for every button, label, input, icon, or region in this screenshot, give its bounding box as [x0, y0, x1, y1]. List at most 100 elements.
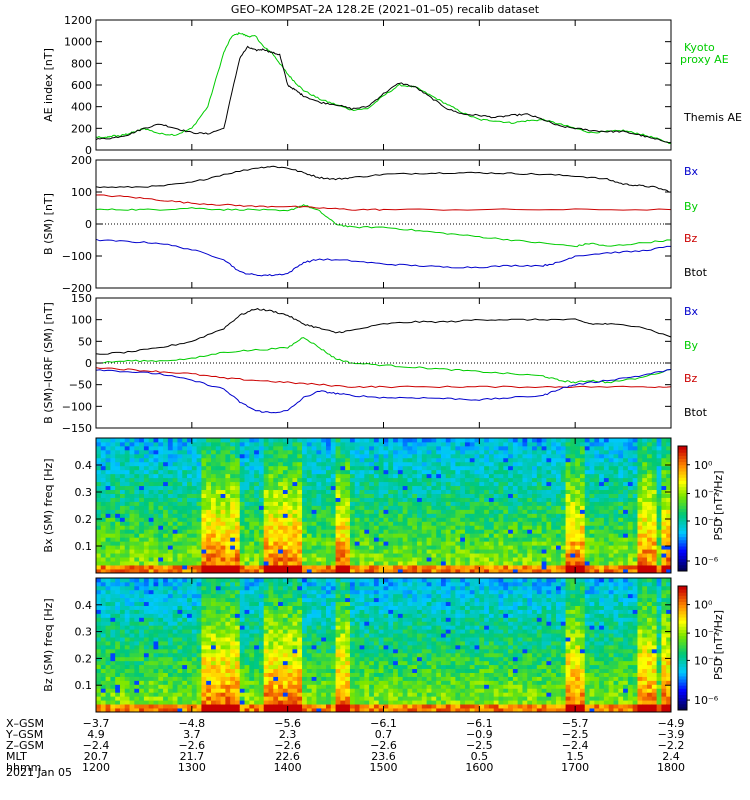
spectrogram-cell	[445, 445, 451, 451]
spectrogram-cell	[292, 445, 298, 451]
spectrogram-cell	[196, 477, 202, 483]
spectrogram-cell	[158, 501, 164, 506]
spectrogram-cell	[441, 533, 447, 538]
spectrogram-cell	[134, 680, 140, 685]
spectrogram-cell	[302, 533, 308, 538]
spectrogram-cell	[417, 477, 423, 483]
spectrogram-cell	[100, 704, 106, 709]
spectrogram-cell	[177, 461, 183, 467]
spectrogram-cell	[105, 541, 111, 546]
spectrogram-cell	[297, 529, 303, 534]
spectrogram-cell	[172, 497, 178, 502]
spectrogram-cell	[206, 517, 212, 522]
spectrogram-cell	[335, 441, 341, 447]
spectrogram-cell	[378, 485, 384, 491]
spectrogram-cell	[599, 537, 605, 542]
spectrogram-cell	[177, 513, 183, 518]
spectrogram-cell	[469, 529, 475, 534]
spectrogram-cell	[383, 441, 389, 447]
spectrogram-cell	[407, 473, 413, 479]
spectrogram-cell	[464, 513, 471, 518]
spectrogram-cell	[647, 493, 653, 498]
spectrogram-cell	[570, 449, 576, 455]
spectrogram-cell	[282, 501, 289, 506]
spectrogram-cell	[584, 457, 590, 463]
spectrogram-cell	[354, 565, 360, 570]
spectrogram-cell	[441, 457, 447, 463]
spectrogram-cell	[239, 529, 245, 534]
spectrogram-cell	[177, 561, 183, 566]
spectrogram-cell	[115, 664, 121, 670]
spectrogram-cell	[464, 453, 471, 459]
spectrogram-cell	[158, 533, 164, 538]
spectrogram-cell	[373, 557, 380, 562]
spectrogram-cell	[565, 533, 571, 538]
spectrogram-cell	[584, 553, 590, 558]
spectrogram-cell	[637, 525, 643, 530]
spectrogram-cell	[517, 473, 523, 479]
spectrogram-cell	[426, 529, 432, 534]
spectrogram-cell	[345, 517, 351, 522]
spectrogram-cell	[258, 449, 265, 455]
spectrogram-cell	[139, 537, 145, 542]
spectrogram-cell	[661, 469, 667, 475]
spectrogram-cell	[110, 485, 116, 491]
spectrogram-cell	[632, 553, 638, 558]
spectrogram-cell	[445, 565, 451, 570]
spectrogram-cell	[512, 469, 519, 475]
spectrogram-cell	[464, 537, 471, 542]
spectrogram-cell	[508, 465, 514, 471]
spectrogram-cell	[249, 441, 255, 447]
spectrogram-cell	[105, 708, 111, 713]
spectrogram-cell	[191, 692, 198, 697]
spectrogram-cell	[105, 485, 111, 491]
spectrogram-cell	[599, 445, 605, 451]
spectrogram-cell	[599, 561, 605, 566]
spectrogram-cell	[393, 477, 399, 483]
spectrogram-cell	[282, 537, 289, 542]
spectrogram-cell	[100, 445, 106, 451]
spectrogram-cell	[163, 589, 169, 595]
spectrogram-cell	[417, 461, 423, 467]
spectrogram-cell	[393, 465, 399, 471]
spectrogram-cell	[666, 457, 672, 463]
spectrogram-cell	[623, 497, 629, 502]
spectrogram-cell	[244, 481, 250, 487]
spectrogram-cell	[632, 485, 638, 491]
spectrogram-cell	[436, 513, 442, 518]
spectrogram-cell	[153, 517, 159, 522]
spectrogram-cell	[397, 553, 404, 558]
series-line-kyoto-proxy-ae	[95, 31, 671, 144]
spectrogram-cell	[215, 473, 221, 479]
spectrogram-cell	[167, 513, 174, 518]
spectrogram-cell	[364, 473, 370, 479]
spectrogram-cell	[369, 473, 375, 479]
spectrogram-cell	[431, 441, 437, 447]
spectrogram-cell	[474, 509, 480, 514]
spectrogram-cell	[316, 453, 322, 459]
spectrogram-cell	[287, 481, 293, 487]
spectrogram-cell	[340, 485, 346, 491]
spectrogram-cell	[254, 473, 260, 479]
y-tick-label: 100	[71, 186, 92, 199]
spectrogram-cell	[191, 581, 198, 587]
spectrogram-cell	[143, 513, 150, 518]
spectrogram-cell	[570, 473, 576, 479]
spectrogram-cell	[541, 438, 547, 443]
spectrogram-cell	[254, 481, 260, 487]
spectrogram-cell	[503, 521, 509, 526]
spectrogram-cell	[201, 517, 207, 522]
spectrogram-cell	[100, 668, 106, 673]
series-line-by	[95, 204, 672, 248]
spectrogram-cell	[464, 553, 471, 558]
spectrogram-cell	[249, 457, 255, 463]
spectrogram-cell	[105, 565, 111, 570]
spectrogram-cell	[402, 445, 408, 451]
spectrogram-cell	[119, 652, 126, 658]
spectrogram-cell	[608, 517, 614, 522]
spectrogram-cell	[234, 541, 241, 546]
spectrogram-cell	[556, 553, 562, 558]
spectrogram-cell	[148, 660, 154, 666]
